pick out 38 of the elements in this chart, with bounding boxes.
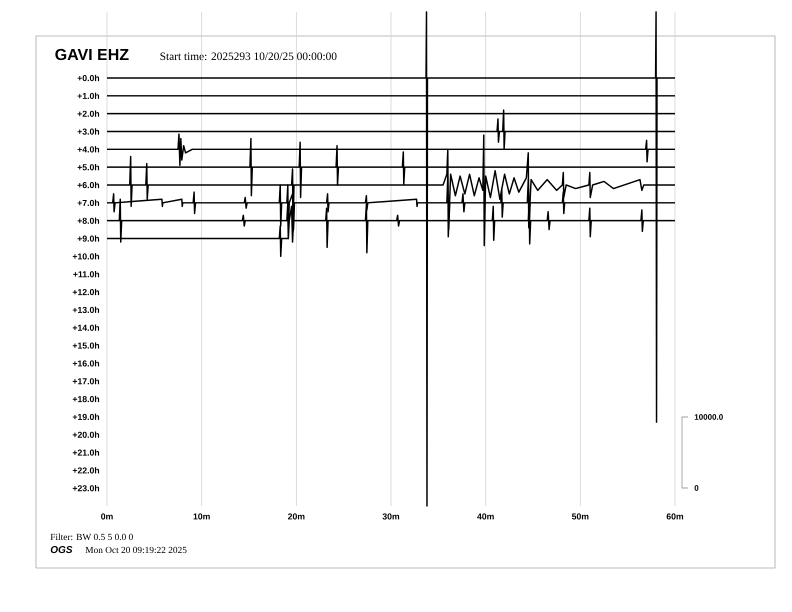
text: Start time: 2025293 10/20/25 00:00:00 (160, 52, 337, 60)
y-tick-label: +7.0h (78, 200, 100, 206)
y-tick-label: +3.0h (78, 128, 100, 135)
x-tick-label: 20m (288, 513, 304, 520)
y-tick-label: +0.0h (78, 74, 100, 82)
text: OGS (50, 546, 72, 554)
y-tick-label: +23.0h (72, 484, 100, 492)
y-tick-label: +20.0h (72, 431, 100, 438)
y-tick-label: +12.0h (72, 288, 100, 296)
y-tick-label: +9.0h (78, 235, 100, 242)
y-tick-label: +10.0h (72, 253, 100, 260)
y-tick-label: +11.0h (73, 270, 100, 278)
x-tick-label: 0m (101, 513, 113, 520)
x-tick-label: 30m (382, 513, 400, 520)
y-tick-label: +14.0h (72, 324, 100, 331)
y-tick-label: +22.0h (72, 467, 100, 474)
text: Mon Oct 20 09:19:22 2025 (86, 546, 187, 554)
y-tick-label: +13.0h (72, 306, 100, 314)
y-tick-label: +18.0h (72, 396, 100, 402)
x-tick-label: 50m (572, 513, 588, 520)
y-tick-label: +2.0h (78, 110, 100, 117)
text: GAVI EHZ (55, 48, 129, 60)
text: 10000.0 (694, 414, 723, 420)
y-tick-label: +1.0h (78, 92, 100, 100)
y-tick-label: +15.0h (72, 342, 100, 349)
y-tick-label: +4.0h (78, 146, 100, 153)
text: Filter: BW 0.5 5 0.0 0 (50, 534, 133, 540)
x-tick-label: 60m (666, 513, 684, 520)
y-tick-label: +5.0h (78, 164, 100, 170)
y-tick-label: +21.0h (72, 449, 100, 456)
x-tick-label: 40m (477, 513, 494, 520)
y-tick-label: +8.0h (78, 217, 100, 224)
x-tick-label: 10m (194, 513, 210, 520)
y-tick-label: +17.0h (72, 378, 100, 384)
y-tick-label: +16.0h (72, 360, 100, 367)
y-tick-label: +19.0h (72, 414, 100, 420)
y-tick-label: +6.0h (78, 182, 100, 188)
text: 0 (694, 485, 698, 491)
